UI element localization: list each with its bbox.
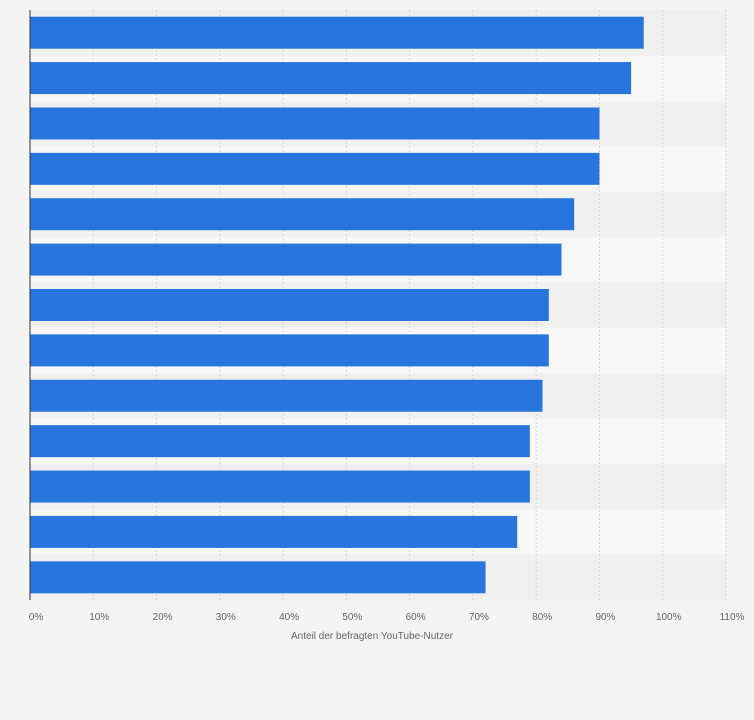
bar [30,470,530,503]
bar [30,425,530,458]
bar [30,334,549,367]
bar [30,62,632,95]
bar [30,561,486,594]
bar [30,379,543,412]
x-tick-label: 10% [89,612,109,623]
bar [30,243,562,276]
x-tick-label: 70% [469,612,489,623]
x-tick-label: 50% [342,612,362,623]
bar [30,107,600,140]
bar [30,515,518,548]
bar [30,289,549,321]
x-tick-label: 100% [656,612,682,623]
x-tick-label: 90% [595,612,615,623]
x-tick-label: 80% [532,612,552,623]
x-tick-label: 110% [720,612,745,623]
x-axis-title: Anteil der befragten YouTube-Nutzer [291,631,454,642]
bars [30,16,644,594]
bar [30,16,644,49]
x-tick-label: 30% [216,612,236,623]
x-tick-label: 20% [153,612,173,623]
bar [30,152,600,185]
x-tick-label: 0% [29,612,44,623]
x-tick-label: 40% [279,612,299,623]
bar [30,198,575,231]
x-tick-labels: 0% 10% 20% 30% 40% 50% 60% 70% 80% 90% 100% 110% [29,612,745,623]
x-tick-label: 60% [406,612,426,623]
